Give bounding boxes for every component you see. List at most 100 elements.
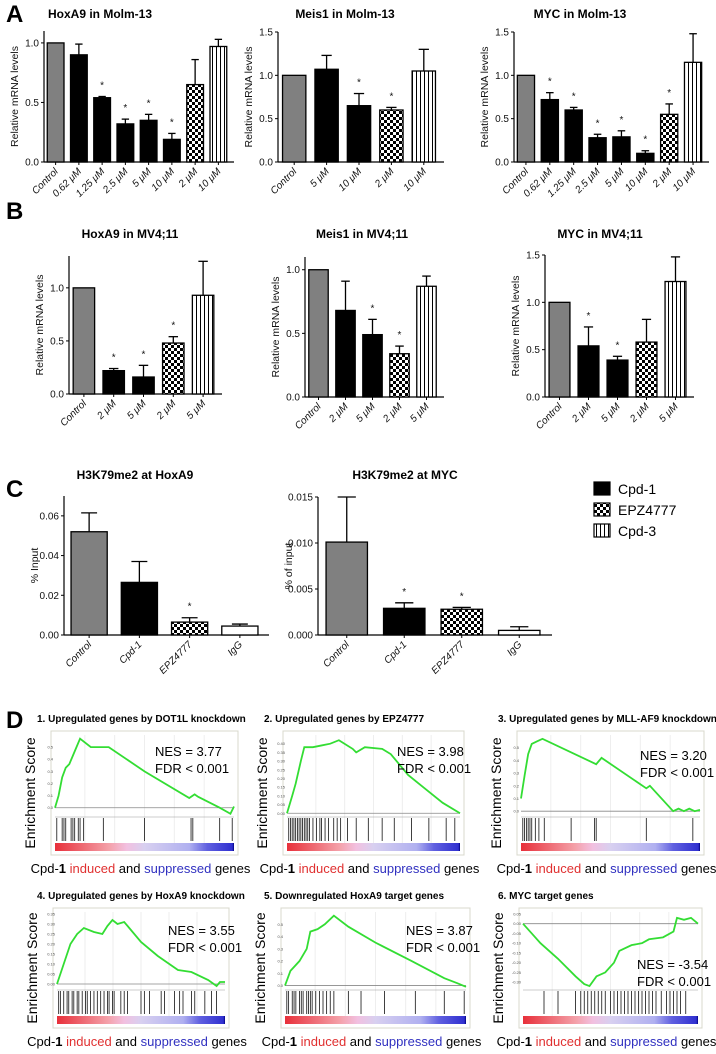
significance-star: * [170, 117, 174, 128]
caption-suppressed: suppressed [610, 861, 677, 876]
bar [389, 353, 410, 398]
y-tick-label: 0.0 [47, 805, 53, 810]
y-tick-label: 0.3 [277, 946, 283, 951]
legend-swatch [593, 481, 611, 496]
x-tick-label: 10 μM [623, 166, 651, 194]
bar-chart-C1: H3K79me2 at HoxA9 % Input 0.00 0.02 0.04 0.06… [29, 468, 269, 677]
caption-compound-number: 1 [59, 861, 66, 876]
fdr-value: FDR < 0.001 [637, 974, 711, 989]
bar-chart-A3: MYC in Molm-13 Relative mRNA levels 0.0 0.5… [479, 7, 709, 200]
bar [162, 138, 181, 163]
y-tick-label: 0.35 [277, 750, 286, 755]
y-tick-label: 0.1 [277, 971, 283, 976]
bar [186, 83, 205, 163]
y-tick-label: 0.02 [40, 591, 60, 602]
bar [683, 61, 703, 163]
x-tick-label: Cpd-1 [382, 639, 409, 666]
bar [221, 625, 259, 636]
bar [635, 341, 658, 398]
y-tick-label: 0.1 [513, 796, 519, 801]
bar [281, 74, 307, 163]
significance-star: * [142, 349, 146, 360]
y-tick-label: 1.5 [259, 28, 273, 39]
caption-prefix: Cpd- [497, 861, 525, 876]
y-tick-label: 0.30 [277, 759, 286, 764]
y-tick-label: 0.0 [277, 983, 283, 988]
y-tick-label: 0.2 [513, 783, 519, 788]
x-tick-label: Control [293, 401, 324, 432]
caption-and: and [112, 1034, 141, 1049]
fdr-value: FDR < 0.001 [155, 761, 229, 776]
y-tick-label: 1.5 [495, 28, 509, 39]
caption-suppressed: suppressed [141, 1034, 208, 1049]
y-tick-label: 0.0 [50, 390, 64, 401]
enrichment-curve [54, 737, 235, 816]
bar-chart-C2: H3K79me2 at MYC % of input 0.000 0.005 0.010… [283, 468, 552, 677]
gsea-panel-4: 4. Upregulated genes by HoxA9 knockdown 0… [24, 891, 247, 1049]
y-tick-label: -0.25 [512, 970, 522, 975]
bar [606, 359, 629, 398]
bar [69, 54, 88, 163]
x-tick-label: 2 μM [95, 398, 120, 423]
x-tick-label: 10 μM [671, 166, 699, 194]
y-tick-label: 0.0 [259, 158, 273, 169]
caption-suffix: genes [208, 1034, 248, 1049]
gsea-title: 2. Upregulated genes by EPZ4777 [264, 714, 424, 725]
caption-prefix: Cpd- [27, 1034, 55, 1049]
y-axis-label: Relative mRNA levels [510, 276, 522, 377]
rank-color-bar [521, 843, 700, 851]
x-tick-label: 10 μM [196, 166, 224, 194]
legend: Cpd-1 EPZ4777 Cpd-3 [593, 481, 677, 539]
nes-value: NES = 3.20 [640, 748, 707, 763]
y-tick-label: 0.5 [50, 336, 64, 347]
chart-title: Meis1 in MV4;11 [316, 227, 408, 241]
gsea-caption: Cpd-1 induced and suppressed genes [27, 1034, 247, 1049]
x-tick-label: IgG [505, 639, 524, 658]
chart-title: HoxA9 in MV4;11 [82, 227, 179, 241]
gsea-title: 5. Downregulated HoxA9 target genes [264, 891, 444, 902]
gsea-title: 4. Upregulated genes by HoxA9 knockdown [37, 891, 245, 902]
significance-star: * [123, 103, 127, 114]
significance-star: * [587, 311, 591, 322]
gsea-title: 3. Upregulated genes by MLL-AF9 knockdow… [498, 714, 716, 725]
gsea-panel-2: 2. Upregulated genes by EPZ4777 0.00 0.05 0… [254, 714, 480, 876]
x-tick-label: EPZ4777 [430, 639, 468, 677]
y-tick-label: 0.30 [47, 922, 56, 927]
x-tick-label: EPZ4777 [157, 639, 195, 677]
caption-and: and [115, 861, 144, 876]
y-tick-label: 0.05 [277, 802, 286, 807]
bar [659, 113, 679, 163]
y-tick-label: 0.0 [526, 393, 540, 404]
x-tick-label: 5 μM [599, 401, 623, 425]
y-tick-label: 0.5 [259, 114, 273, 125]
caption-suffix: genes [440, 861, 480, 876]
rank-color-bar [57, 1016, 225, 1024]
y-tick-label: 1.0 [259, 71, 273, 82]
significance-star: * [357, 78, 361, 89]
rank-color-bar [523, 1016, 698, 1024]
caption-induced: induced [295, 861, 344, 876]
y-tick-label: 0.4 [277, 934, 283, 939]
gsea-caption: Cpd-1 induced and suppressed genes [497, 861, 716, 876]
y-tick-label: 0.3 [513, 771, 519, 776]
bar [540, 98, 560, 163]
bar [564, 109, 583, 163]
x-tick-label: 5 μM [657, 401, 681, 425]
caption-prefix: Cpd- [260, 861, 288, 876]
enrichment-curve [286, 739, 461, 815]
y-tick-label: 0.1 [47, 793, 53, 798]
gsea-caption: Cpd-1 induced and suppressed genes [31, 861, 251, 876]
enrichment-curve [56, 918, 225, 988]
y-tick-label: -0.05 [512, 931, 522, 936]
y-tick-label: 1.0 [495, 71, 509, 82]
bar-chart-B3: MYC in MV4;11 Relative mRNA levels 0.0 0.5 1… [510, 227, 694, 432]
caption-prefix: Cpd- [497, 1034, 525, 1049]
y-tick-label: 0.4 [513, 758, 519, 763]
y-tick-label: 0.2 [47, 781, 53, 786]
bar-chart-B2: Meis1 in MV4;11 Relative mRNA levels 0.0 0.… [270, 227, 444, 432]
significance-star: * [667, 88, 671, 99]
x-tick-label: 10 μM [402, 166, 430, 194]
y-tick-label: 0.3 [47, 769, 53, 774]
bar [379, 109, 404, 163]
x-tick-label: 5 μM [125, 398, 149, 422]
